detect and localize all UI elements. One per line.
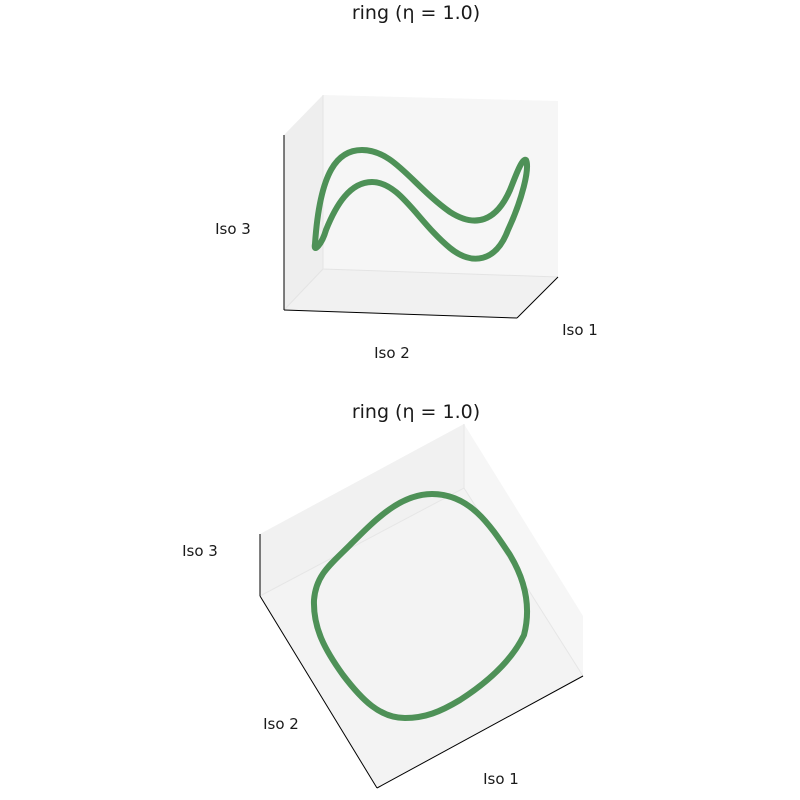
pane-floor-top	[284, 269, 558, 318]
ring-curve-bottom	[310, 491, 531, 721]
ylabel-top: Iso 2	[374, 344, 410, 362]
pane-floor-bottom	[260, 488, 583, 788]
pane-right-bottom	[464, 424, 583, 676]
ring-curve-top	[311, 147, 530, 262]
pane-back-bottom	[260, 424, 464, 596]
pane-left-top	[284, 95, 323, 310]
ylabel-bottom: Iso 2	[263, 715, 299, 733]
pane-back-top	[323, 95, 558, 277]
title-top: ring (η = 1.0)	[352, 2, 480, 24]
plot-top: ring (η = 1.0) Iso 3 Iso 2 Iso 1	[215, 2, 598, 362]
xlabel-top: Iso 1	[562, 321, 598, 339]
axis-line-iso2-top	[283, 309, 518, 319]
axis-line-iso1-bottom	[376, 675, 584, 789]
zlabel-top: Iso 3	[215, 220, 251, 238]
title-bottom: ring (η = 1.0)	[352, 401, 480, 423]
axis-line-iso2-bottom	[259, 595, 378, 789]
axis-line-iso1-top	[516, 276, 559, 319]
xlabel-bottom: Iso 1	[483, 770, 519, 788]
plot-bottom: ring (η = 1.0) Iso 3 Iso 2 Iso 1	[182, 401, 584, 789]
zlabel-bottom: Iso 3	[182, 542, 218, 560]
